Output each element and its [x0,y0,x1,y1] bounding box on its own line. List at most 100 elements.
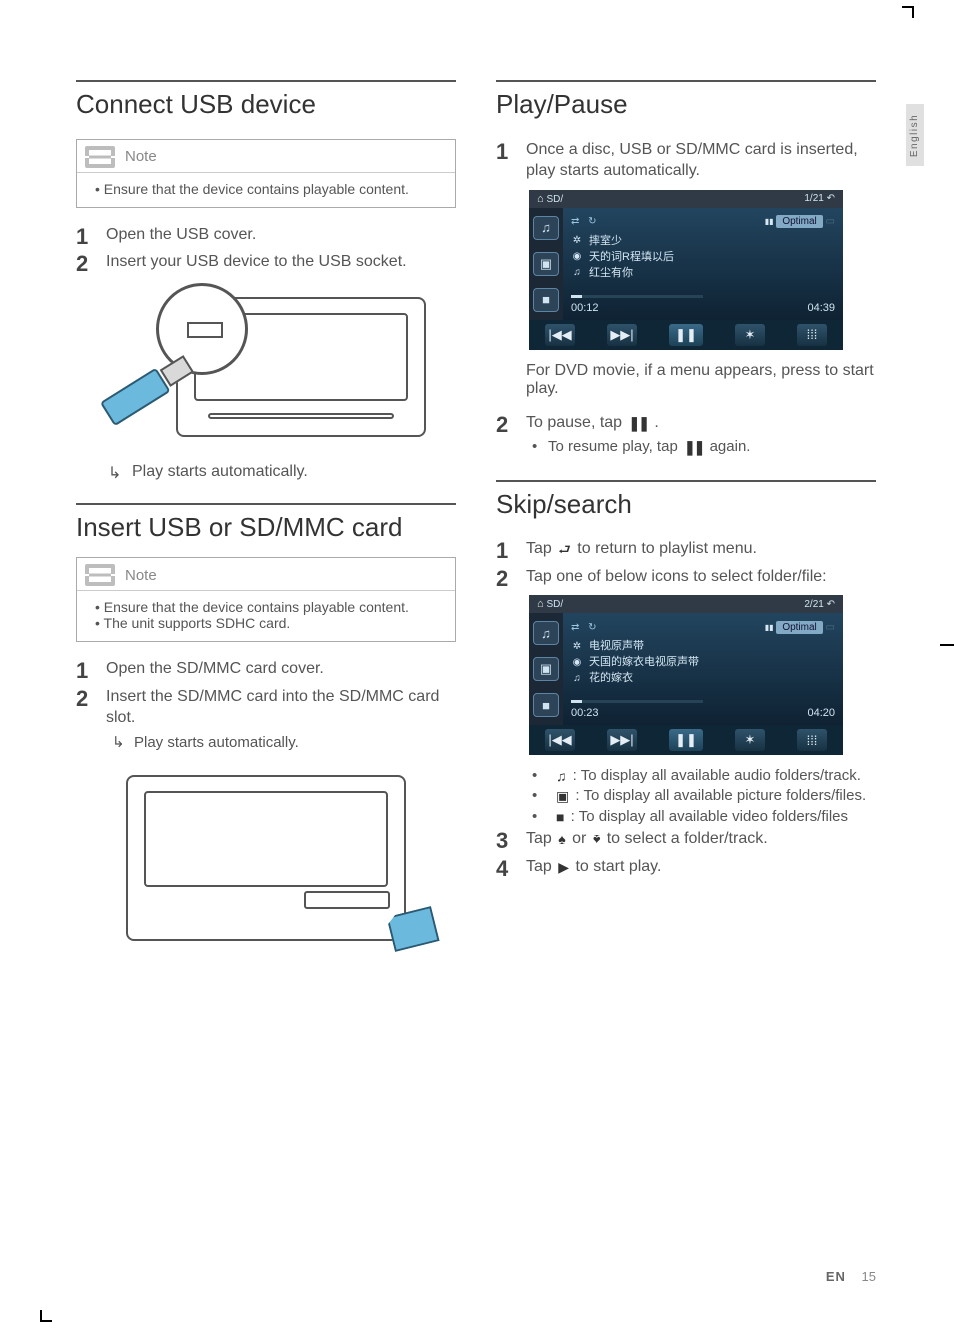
step-1: Open the USB cover. [76,224,456,246]
home-icon: ⌂ [537,193,544,205]
track-line: 天国的嫁衣电视原声带 [589,655,699,671]
heading-connect-usb: Connect USB device [76,88,456,121]
play-icon: ▶ [556,858,571,877]
optimal-badge: Optimal [776,215,822,228]
note-label: Note [125,148,157,165]
adjust-icon: ✶ [735,324,765,346]
back-icon: ↶ [827,193,835,204]
language-tab: English [906,104,924,166]
down-icon: ♠ [591,830,602,849]
step-4: Tap ▶ to start play. [496,856,876,878]
step-3: Tap ♠ or ♠ to select a folder/track. [496,828,876,850]
note-item: Ensure that the device contains playable… [95,599,443,615]
note-box: Note Ensure that the device contains pla… [76,557,456,642]
pause-icon: ❚❚ [669,729,703,751]
note-icon [85,564,115,586]
note-icon [85,146,115,168]
language-label: English [910,113,921,156]
pause-icon: ❚❚ [682,438,705,457]
crop-mark [902,6,914,18]
optimal-badge: Optimal [776,621,822,634]
note-label: Note [125,567,157,584]
progress-bar [571,700,703,703]
video-icon: ■ [554,809,566,825]
step-2: Insert your USB device to the USB socket… [76,251,456,273]
footer-lang: EN [826,1269,846,1284]
note-box: Note Ensure that the device contains pla… [76,139,456,208]
heading-insert-sd: Insert USB or SD/MMC card [76,511,456,544]
track-line: 花的嫁衣 [589,671,633,687]
track-counter: 1/21 [804,193,823,204]
icon-legend: • ♫ : To display all available audio fol… [496,767,876,825]
step-1: Open the SD/MMC card cover. [76,658,456,680]
steps-skip: Tap ⮐ to return to playlist menu. Tap on… [496,538,876,587]
picture-icon: ▣ [554,788,571,805]
player-screenshot-2: ⌂ SD/ 2/21 ↶ ♫ ▣ ■ ⇄ ↻ ▮▮ Optimal ▭ ✲电视原… [529,595,843,755]
prev-icon: |◀◀ [545,729,575,751]
progress-bar [571,295,703,298]
right-column: Play/Pause Once a disc, USB or SD/MMC ca… [496,80,876,965]
track-counter: 2/21 [804,599,823,610]
steps-play-2: To pause, tap ❚❚ . To resume play, tap ❚… [496,412,876,458]
left-column: Connect USB device Note Ensure that the … [76,80,456,965]
time-total: 04:39 [807,302,835,314]
step-2: Tap one of below icons to select folder/… [496,566,876,588]
step-1: Tap ⮐ to return to playlist menu. [496,538,876,560]
track-line: 天的词R程填以后 [589,250,674,266]
track-line: 电视原声带 [589,639,644,655]
crop-mark [40,1310,52,1322]
illustration-usb [76,283,456,453]
adjust-icon: ✶ [735,729,765,751]
section-rule [496,80,876,82]
heading-play-pause: Play/Pause [496,88,876,121]
steps-insert-sd: Open the SD/MMC card cover. Insert the S… [76,658,456,753]
breadcrumb-path: SD/ [546,194,563,205]
audio-icon: ♫ [554,768,569,784]
page-number: 15 [862,1269,876,1284]
track-icon: ♫ [571,266,583,281]
music-tab-icon: ♫ [533,621,559,645]
steps-connect-usb: Open the USB cover. Insert your USB devi… [76,224,456,273]
section-rule [76,503,456,505]
return-icon: ⮐ [556,540,573,559]
up-icon: ♠ [556,830,567,849]
step-2: To pause, tap ❚❚ . To resume play, tap ❚… [496,412,876,458]
note-item: The unit supports SDHC card. [95,615,443,631]
step-1-after: For DVD movie, if a menu appears, press … [496,362,876,398]
back-icon: ↶ [827,599,835,610]
next-icon: ▶▶| [607,729,637,751]
step-2: Insert the SD/MMC card into the SD/MMC c… [76,686,456,753]
crop-tick [940,644,954,646]
shuffle-repeat-icon: ⇄ ↻ [571,216,600,227]
time-current: 00:12 [571,302,599,314]
time-current: 00:23 [571,707,599,719]
next-icon: ▶▶| [607,324,637,346]
note-item: Ensure that the device contains playable… [95,181,443,197]
track-icon: ✲ [571,234,583,249]
prev-icon: |◀◀ [545,324,575,346]
player-screenshot-1: ⌂ SD/ 1/21 ↶ ♫ ▣ ■ ⇄ ↻ ▮▮ Optimal ▭ ✲摔室少 [529,190,843,350]
video-tab-icon: ■ [533,693,559,717]
time-total: 04:20 [807,707,835,719]
video-tab-icon: ■ [533,288,559,312]
pause-icon: ❚❚ [669,324,703,346]
shuffle-repeat-icon: ⇄ ↻ [571,622,600,633]
heading-skip-search: Skip/search [496,488,876,521]
result-line: Play starts automatically. [76,463,456,481]
step-1: Once a disc, USB or SD/MMC card is inser… [496,139,876,182]
picture-tab-icon: ▣ [533,252,559,276]
section-rule [496,480,876,482]
breadcrumb-path: SD/ [546,599,563,610]
track-line: 红尘有你 [589,266,633,282]
substep: To resume play, tap ❚❚ again. [526,437,876,457]
section-rule [76,80,456,82]
steps-skip-cont: Tap ♠ or ♠ to select a folder/track. Tap… [496,828,876,877]
picture-tab-icon: ▣ [533,657,559,681]
pause-icon: ❚❚ [627,414,650,433]
track-line: 摔室少 [589,234,622,250]
step-result: Play starts automatically. [106,733,456,753]
home-icon: ⌂ [537,598,544,610]
illustration-sd [76,771,456,961]
steps-play: Once a disc, USB or SD/MMC card is inser… [496,139,876,182]
page-footer: EN 15 [826,1269,876,1284]
